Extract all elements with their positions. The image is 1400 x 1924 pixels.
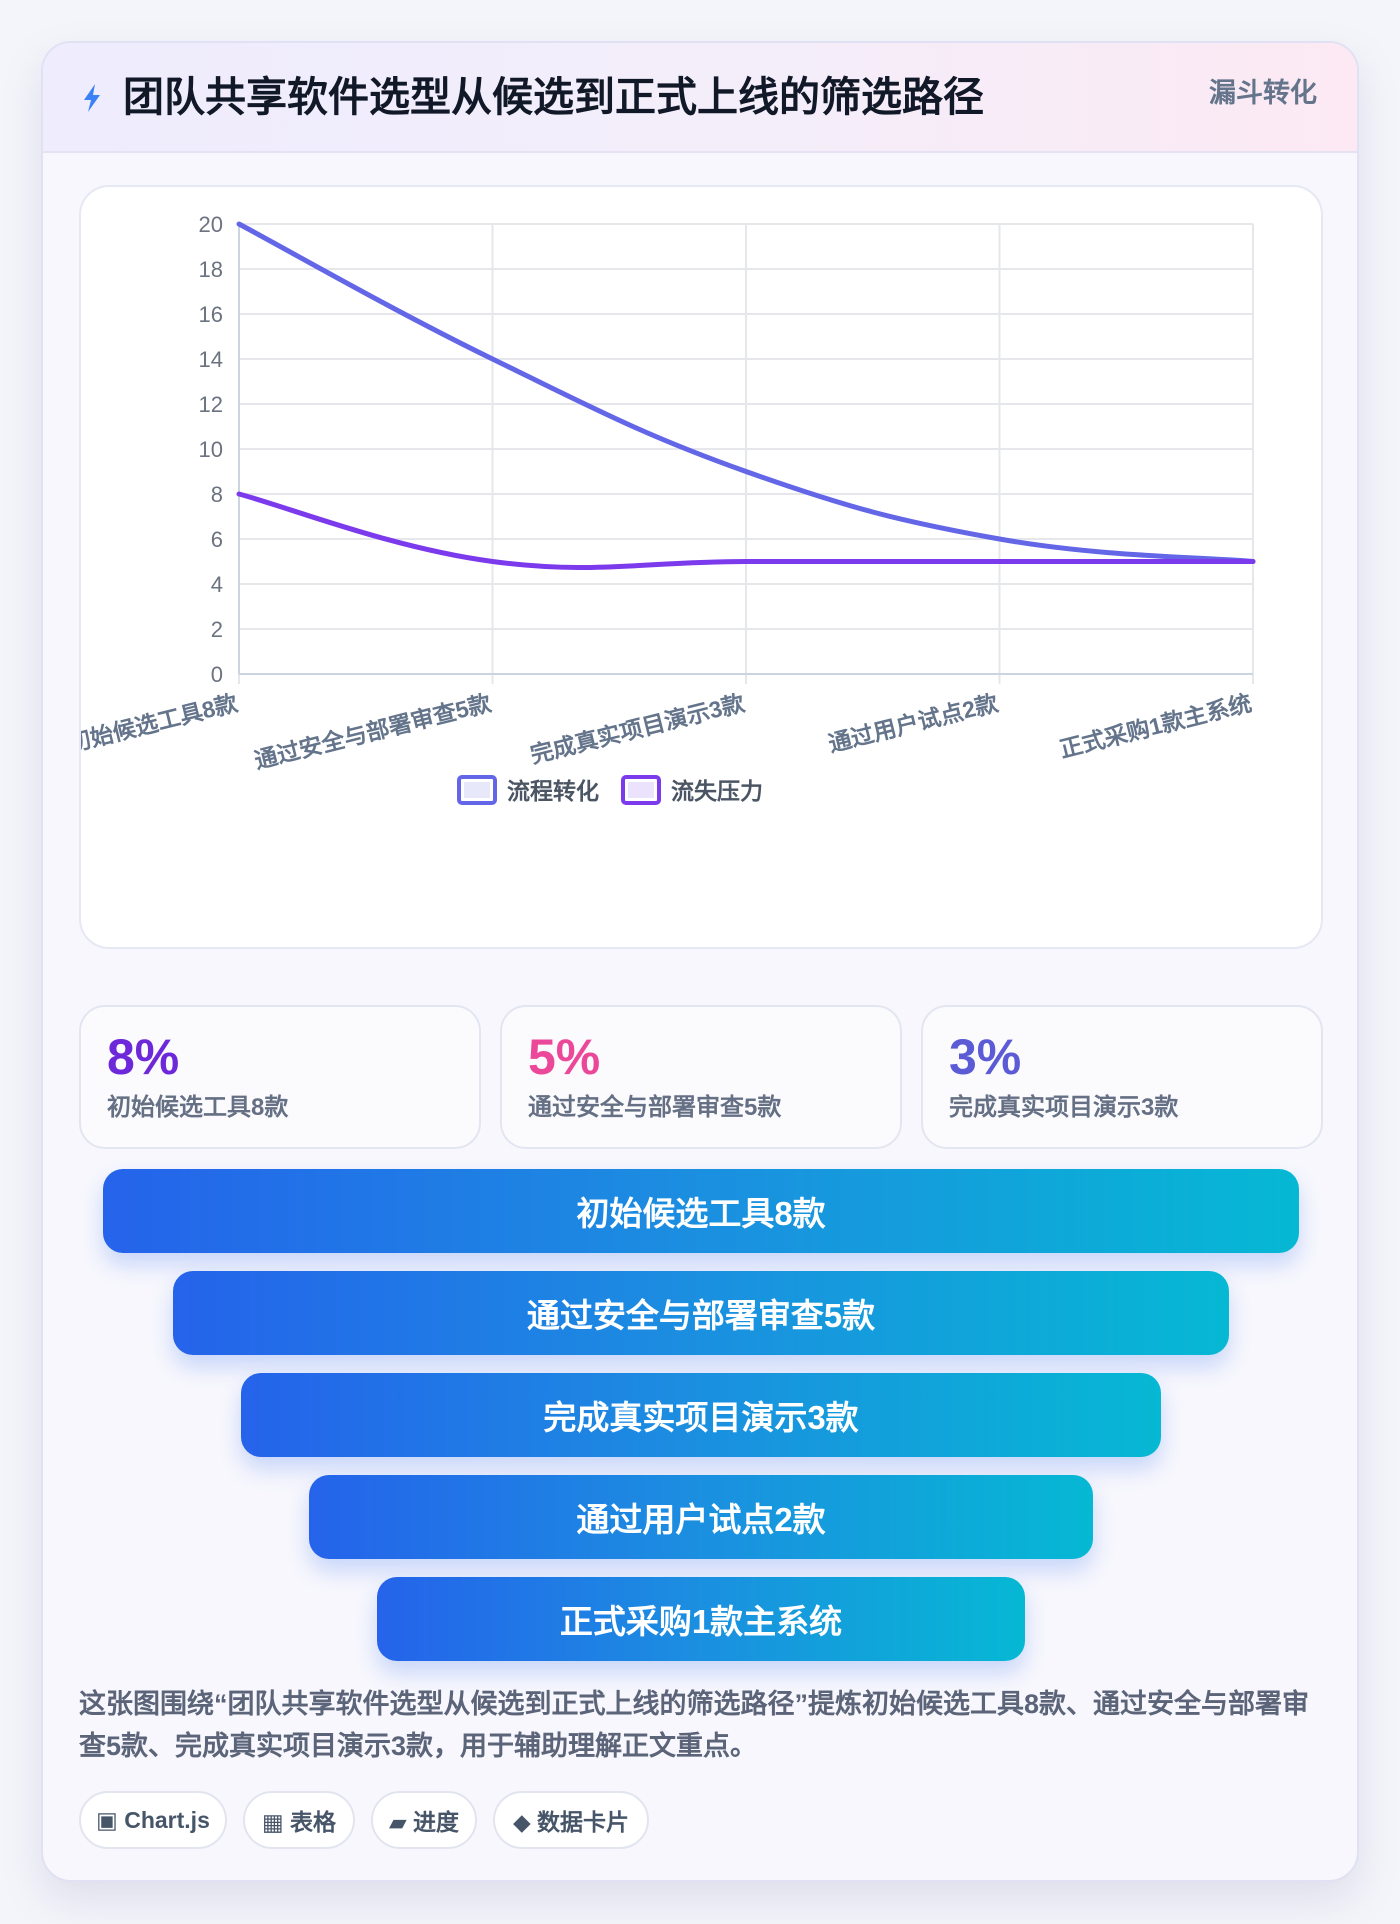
legend-swatch-fill <box>628 782 654 798</box>
y-tick-label: 6 <box>211 527 223 552</box>
tag-table[interactable]: ▦ 表格 <box>243 1791 355 1849</box>
category-badge: 漏斗转化 <box>1209 78 1317 108</box>
y-tick-label: 16 <box>199 302 223 327</box>
legend-item[interactable]: 流程转化 <box>457 775 599 805</box>
page-title: 团队共享软件选型从候选到正式上线的筛选路径 <box>123 74 984 120</box>
x-tick-label: 通过用户试点2款 <box>826 689 1002 757</box>
y-tick-label: 2 <box>211 617 223 642</box>
legend-swatch <box>457 775 497 805</box>
funnel-stage-1: 初始候选工具8款 <box>103 1169 1299 1253</box>
tag-data-card[interactable]: ◆ 数据卡片 <box>493 1791 649 1849</box>
y-tick-label: 8 <box>211 482 223 507</box>
x-tick-label: 初始候选工具8款 <box>81 689 241 757</box>
stat-card: 8% 初始候选工具8款 <box>79 1005 481 1149</box>
legend-swatch <box>621 775 661 805</box>
y-tick-label: 10 <box>199 437 223 462</box>
x-tick-label: 完成真实项目演示3款 <box>528 689 749 768</box>
stat-value: 5% <box>528 1029 601 1085</box>
stat-card: 3% 完成真实项目演示3款 <box>921 1005 1323 1149</box>
x-tick-label: 通过安全与部署审查5款 <box>252 689 495 773</box>
tag-progress[interactable]: ▰ 进度 <box>371 1791 477 1849</box>
infographic-card: 团队共享软件选型从候选到正式上线的筛选路径 漏斗转化 0 2 4 6 8 10 12 14 16… <box>41 41 1359 1882</box>
stat-card: 5% 通过安全与部署审查5款 <box>500 1005 902 1149</box>
y-tick-label: 20 <box>199 212 223 237</box>
y-tick-label: 4 <box>211 572 223 597</box>
stat-cards: 8% 初始候选工具8款 5% 通过安全与部署审查5款 3% 完成真实项目演示3款 <box>79 1005 1323 1149</box>
stat-label: 完成真实项目演示3款 <box>949 1094 1179 1121</box>
lightning-icon <box>84 84 100 112</box>
y-tick-label: 14 <box>199 347 223 372</box>
x-tick-label: 正式采购1款主系统 <box>1057 690 1254 763</box>
stat-value: 3% <box>949 1029 1022 1085</box>
funnel-stage-3: 完成真实项目演示3款 <box>241 1373 1161 1457</box>
funnel-stage-5: 正式采购1款主系统 <box>377 1577 1025 1661</box>
stat-label: 初始候选工具8款 <box>107 1094 289 1121</box>
line-chart-panel: 0 2 4 6 8 10 12 14 16 18 20 初始候选工具8款 通过安全与部署审查5款 完成真… <box>79 185 1323 949</box>
series-line-1 <box>236 221 1256 564</box>
funnel-stage-4: 通过用户试点2款 <box>309 1475 1093 1559</box>
funnel-stage-2: 通过安全与部署审查5款 <box>173 1271 1229 1355</box>
chart-description: 这张图围绕“团队共享软件选型从候选到正式上线的筛选路径”提炼初始候选工具8款、通… <box>79 1689 1310 1761</box>
legend-label: 流程转化 <box>507 778 599 804</box>
card-header: 团队共享软件选型从候选到正式上线的筛选路径 漏斗转化 <box>43 43 1357 153</box>
series-line-2 <box>236 491 1256 570</box>
legend-swatch-fill <box>464 782 490 798</box>
stat-value: 8% <box>107 1029 180 1085</box>
line-chart: 0 2 4 6 8 10 12 14 16 18 20 初始候选工具8款 通过安全与部署审查5款 完成真… <box>81 212 1256 805</box>
y-tick-label: 12 <box>199 392 223 417</box>
legend-item[interactable]: 流失压力 <box>621 775 763 805</box>
y-tick-label: 0 <box>211 662 223 687</box>
tag-chartjs[interactable]: ▣ Chart.js <box>79 1791 227 1849</box>
y-tick-label: 18 <box>199 257 223 282</box>
legend-label: 流失压力 <box>671 778 763 804</box>
stat-label: 通过安全与部署审查5款 <box>528 1094 782 1121</box>
